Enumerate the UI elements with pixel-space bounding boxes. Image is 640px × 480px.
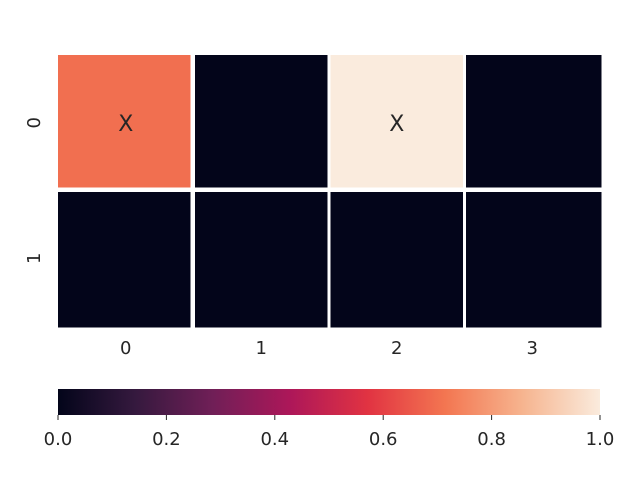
heatmap-cell <box>330 55 463 188</box>
heatmap-cell <box>195 192 328 328</box>
heatmap-cell <box>58 55 191 188</box>
colorbar: 0.0 0.2 0.4 0.6 0.8 1.0 <box>44 389 615 450</box>
heatmap-cell <box>466 192 602 328</box>
colorbar-gradient <box>58 389 600 415</box>
x-tick-label: 0 <box>120 338 131 359</box>
colorbar-tick-label: 1.0 <box>586 429 615 450</box>
colorbar-tick-label: 0.2 <box>152 429 181 450</box>
x-axis-ticks: 0 1 2 3 <box>120 338 538 359</box>
y-tick-label: 1 <box>24 253 45 264</box>
colorbar-ticks: 0.0 0.2 0.4 0.6 0.8 1.0 <box>44 415 615 450</box>
x-tick-label: 3 <box>527 338 538 359</box>
colorbar-tick-label: 0.6 <box>369 429 398 450</box>
heatmap-cell <box>58 192 191 328</box>
y-tick-label: 0 <box>24 117 45 128</box>
x-tick-label: 2 <box>391 338 402 359</box>
colorbar-tick-label: 0.8 <box>477 429 506 450</box>
heatmap-cells <box>58 55 602 328</box>
x-tick-label: 1 <box>256 338 267 359</box>
heatmap-cell <box>195 55 328 188</box>
colorbar-tick-label: 0.0 <box>44 429 73 450</box>
heatmap-cell <box>330 192 463 328</box>
colorbar-tick-label: 0.4 <box>260 429 289 450</box>
cell-annotation: X <box>389 112 404 137</box>
cell-annotation: X <box>118 112 133 137</box>
y-axis-ticks: 01 <box>24 117 45 264</box>
heatmap-cell <box>466 55 602 188</box>
